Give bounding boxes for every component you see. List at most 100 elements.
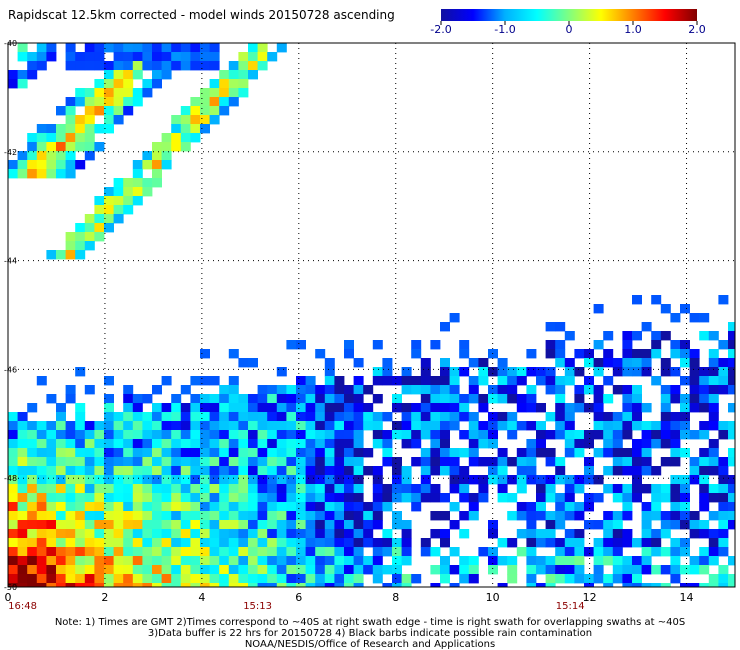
data-cell	[84, 493, 95, 503]
data-cell	[651, 502, 662, 512]
data-cell	[219, 484, 230, 494]
data-cell	[536, 475, 546, 485]
data-cell	[94, 52, 105, 62]
data-cell	[296, 484, 306, 494]
data-cell	[228, 556, 239, 566]
data-cell	[468, 556, 479, 566]
data-cell	[238, 556, 249, 566]
data-cell	[334, 529, 345, 539]
data-cell	[27, 61, 38, 71]
data-cell	[708, 556, 719, 566]
data-cell	[680, 421, 690, 431]
data-cell	[478, 439, 489, 449]
data-cell	[257, 439, 268, 449]
data-cell	[113, 466, 124, 476]
data-cell	[65, 169, 76, 179]
data-cell	[104, 223, 114, 233]
data-cell	[353, 556, 364, 566]
data-cell	[65, 43, 76, 53]
data-cell	[46, 574, 57, 584]
data-cell	[142, 61, 153, 71]
data-cell	[267, 439, 278, 449]
data-cell	[286, 421, 297, 431]
data-cell	[286, 394, 297, 404]
data-cell	[612, 457, 623, 467]
data-cell	[708, 511, 719, 521]
data-cell	[113, 511, 124, 521]
data-cell	[132, 61, 143, 71]
data-cell	[152, 151, 162, 161]
data-cell	[507, 385, 518, 395]
data-cell	[46, 547, 57, 557]
data-cell	[161, 457, 172, 467]
data-cell	[75, 484, 86, 494]
data-cell	[612, 529, 623, 539]
data-cell	[305, 556, 316, 566]
data-cell	[56, 151, 66, 161]
data-cell	[46, 502, 57, 512]
data-cell	[680, 511, 690, 521]
data-cell	[200, 412, 210, 422]
data-cell	[8, 457, 18, 467]
data-cell	[132, 160, 143, 170]
data-cell	[344, 421, 354, 431]
data-cell	[219, 493, 230, 503]
data-cell	[113, 97, 124, 107]
data-cell	[46, 466, 57, 476]
data-cell	[708, 529, 719, 539]
data-cell	[372, 376, 383, 386]
data-cell	[708, 538, 719, 548]
data-cell	[564, 403, 575, 413]
data-cell	[65, 241, 76, 251]
data-cell	[478, 430, 489, 440]
data-cell	[132, 88, 143, 98]
data-cell	[171, 565, 182, 575]
data-cell	[56, 430, 66, 440]
data-cell	[65, 565, 76, 575]
data-cell	[238, 439, 249, 449]
data-cell	[584, 583, 594, 587]
data-cell	[680, 565, 690, 575]
data-cell	[94, 583, 105, 587]
data-cell	[382, 502, 393, 512]
data-cell	[75, 520, 86, 530]
data-cell	[680, 484, 690, 494]
data-cell	[104, 466, 114, 476]
data-cell	[670, 574, 681, 584]
data-cell	[17, 439, 28, 449]
data-cell	[584, 430, 594, 440]
data-cell	[17, 160, 28, 170]
data-cell	[564, 502, 575, 512]
data-cell	[564, 358, 575, 368]
data-cell	[17, 412, 28, 422]
data-cell	[353, 529, 364, 539]
time-label: 16:48	[8, 601, 37, 612]
data-cell	[593, 394, 604, 404]
data-cell	[123, 493, 134, 503]
data-cell	[315, 421, 326, 431]
x-tick-label: 0	[5, 591, 12, 604]
data-cell	[209, 502, 220, 512]
data-cell	[468, 394, 479, 404]
data-cell	[718, 529, 729, 539]
data-cell	[372, 556, 383, 566]
data-cell	[132, 169, 143, 179]
data-cell	[65, 115, 76, 125]
data-cell	[257, 538, 268, 548]
data-cell	[46, 538, 57, 548]
data-cell	[324, 556, 335, 566]
data-cell	[526, 457, 537, 467]
data-cell	[449, 412, 460, 422]
data-cell	[200, 439, 210, 449]
data-cell	[276, 439, 287, 449]
data-cell	[27, 439, 38, 449]
data-cell	[632, 583, 642, 587]
data-cell	[8, 475, 18, 485]
data-cell	[94, 430, 105, 440]
data-cell	[497, 448, 508, 458]
data-cell	[267, 475, 278, 485]
data-cell	[420, 358, 431, 368]
data-cell	[641, 322, 652, 332]
data-cell	[574, 556, 585, 566]
data-cell	[84, 97, 95, 107]
